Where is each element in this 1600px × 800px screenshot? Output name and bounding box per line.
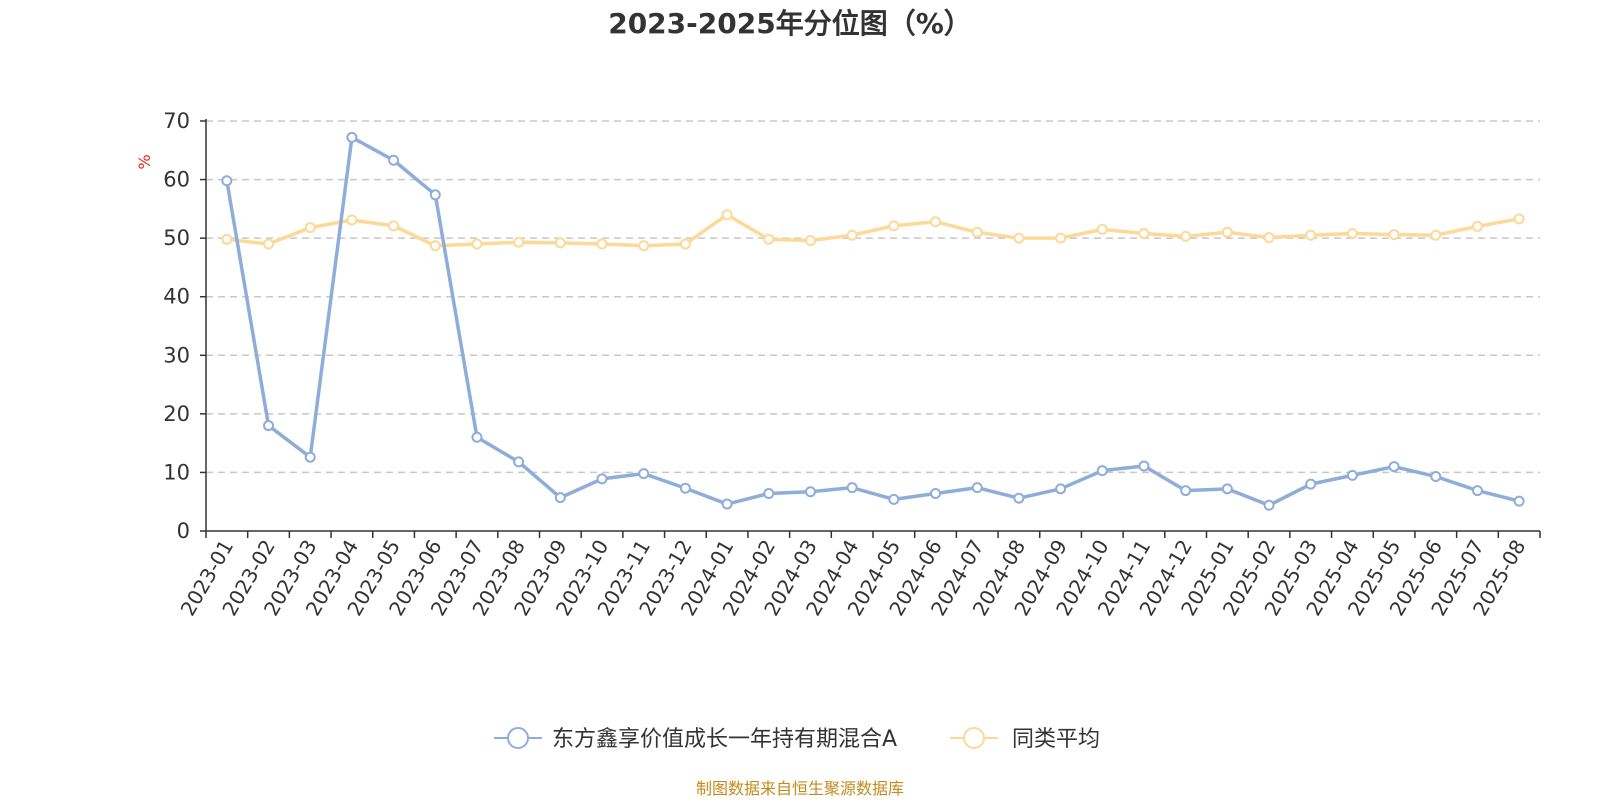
series-1-point-2025-02: [1263, 499, 1275, 511]
y-tick-label-30: 30: [163, 343, 190, 367]
series-2-point-2025-01: [1221, 226, 1233, 238]
grid-lines: [206, 120, 1540, 474]
series-1-point-2023-11: [638, 468, 650, 480]
series-2-point-2024-03: [804, 234, 816, 246]
series-1-point-2023-05: [388, 154, 400, 166]
series-1-point-2024-01: [721, 498, 733, 510]
series-2-point-2025-03: [1305, 229, 1317, 241]
series-1-point-2025-05: [1388, 461, 1400, 473]
y-tick-label-20: 20: [163, 402, 190, 426]
series-1-point-2024-06: [930, 488, 942, 500]
series-2-point-2023-05: [388, 220, 400, 232]
series-2-point-2024-07: [971, 226, 983, 238]
series-2-point-2024-12: [1180, 230, 1192, 242]
y-tick-label-70: 70: [163, 109, 190, 133]
series-1-point-2023-07: [471, 431, 483, 443]
series-1-point-2023-02: [263, 420, 275, 432]
series-2-point-2025-05: [1388, 229, 1400, 241]
series-2-point-2025-04: [1346, 227, 1358, 239]
series-2-point-2024-04: [846, 229, 858, 241]
series-1-line: [225, 135, 1520, 507]
series-2-point-2023-02: [263, 238, 275, 250]
legend-item-series-2[interactable]: 同类平均: [950, 727, 1100, 752]
series-1: [221, 131, 1525, 511]
series-1-point-2025-01: [1221, 483, 1233, 495]
series-2-point-2023-08: [513, 236, 525, 248]
series-2-point-2023-03: [304, 222, 316, 234]
series-1-point-2023-08: [513, 456, 525, 468]
series-1-point-2024-08: [1013, 492, 1025, 504]
series-2-point-2023-09: [554, 237, 566, 249]
series-2-point-2023-01: [221, 233, 233, 245]
series-2-point-2025-02: [1263, 232, 1275, 244]
series-2-point-2024-01: [721, 209, 733, 221]
y-tick-label-0: 0: [177, 519, 190, 543]
series-2-point-2025-06: [1430, 229, 1442, 241]
legend-series-1-label: 东方鑫享价值成长一年持有期混合A: [552, 727, 897, 752]
series-2-point-2024-09: [1055, 232, 1067, 244]
series-1-point-2025-08: [1513, 495, 1525, 507]
legend-series-2-label: 同类平均: [1012, 727, 1100, 752]
series-2-point-2024-08: [1013, 232, 1025, 244]
series-2: [221, 209, 1525, 252]
series-1-point-2024-11: [1138, 460, 1150, 472]
series-2-point-2024-10: [1096, 223, 1108, 235]
series-2-point-2024-06: [930, 216, 942, 228]
chart-title: 2023-2025年分位图（%）: [608, 7, 972, 40]
series-1-point-2025-04: [1346, 469, 1358, 481]
legend-series-2-marker: [963, 727, 985, 749]
series-1-point-2024-12: [1180, 485, 1192, 497]
series-2-point-2023-04: [346, 214, 358, 226]
series-1-point-2024-10: [1096, 465, 1108, 477]
series-1-point-2024-09: [1055, 483, 1067, 495]
series-2-point-2024-11: [1138, 227, 1150, 239]
y-axis-unit: %: [135, 154, 154, 169]
legend-series-1-marker: [507, 727, 529, 749]
series-1-point-2024-05: [888, 493, 900, 505]
y-tick-labels: 0 10 20 30 40 50 60 70: [163, 109, 190, 543]
series-1-point-2024-02: [763, 488, 775, 500]
series-2-point-2025-07: [1471, 220, 1483, 232]
series-2-point-2025-08: [1513, 213, 1525, 225]
y-tick-label-10: 10: [163, 460, 190, 484]
x-tick-labels: 2023-012023-022023-032023-042023-052023-…: [176, 536, 1531, 620]
series-2-point-2024-02: [763, 233, 775, 245]
series-1-point-2023-12: [679, 482, 691, 494]
series-1-point-2024-04: [846, 482, 858, 494]
series-1-point-2023-06: [429, 189, 441, 201]
series-1-point-2024-07: [971, 482, 983, 494]
series-2-point-2023-11: [638, 240, 650, 252]
series-2-point-2023-07: [471, 238, 483, 250]
legend: 东方鑫享价值成长一年持有期混合A 同类平均: [494, 727, 1100, 752]
axes: [200, 119, 1541, 538]
series-2-point-2023-06: [429, 240, 441, 252]
y-tick-label-50: 50: [163, 226, 190, 250]
legend-item-series-1[interactable]: 东方鑫享价值成长一年持有期混合A: [494, 727, 897, 752]
series-1-point-2025-06: [1430, 471, 1442, 483]
series-1-point-2023-09: [554, 492, 566, 504]
series-1-point-2023-01: [221, 175, 233, 187]
series-2-point-2024-05: [888, 220, 900, 232]
y-tick-label-40: 40: [163, 285, 190, 309]
series-1-point-2023-10: [596, 473, 608, 485]
series-2-point-2023-10: [596, 238, 608, 250]
series-2-point-2023-12: [679, 238, 691, 250]
series-1-point-2023-03: [304, 451, 316, 463]
series-2-line: [226, 212, 1520, 248]
series-lines: [221, 131, 1525, 511]
series-1-point-2024-03: [804, 486, 816, 498]
series-1-point-2023-04: [346, 131, 358, 143]
series-1-point-2025-07: [1471, 485, 1483, 497]
data-source-note: 制图数据来自恒生聚源数据库: [696, 779, 904, 798]
y-tick-label-60: 60: [163, 168, 190, 192]
series-1-point-2025-03: [1305, 478, 1317, 490]
